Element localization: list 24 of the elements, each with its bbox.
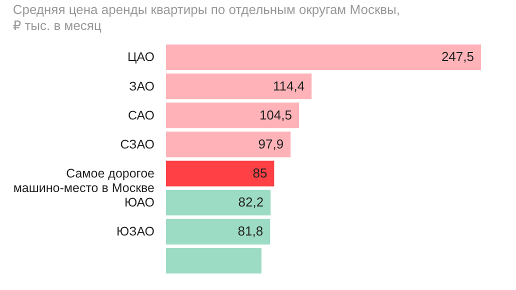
bar bbox=[166, 74, 312, 100]
y-tick-label: ЗАО bbox=[129, 79, 155, 94]
data-label: 82,2 bbox=[238, 194, 264, 210]
bar bbox=[166, 190, 271, 216]
data-label: 104,5 bbox=[259, 107, 292, 122]
data-label: 114,4 bbox=[273, 78, 305, 94]
y-tick-label: ЮЗАО bbox=[116, 224, 155, 239]
bar bbox=[166, 248, 262, 274]
y-tick-label: ЮАО bbox=[124, 196, 155, 210]
bar bbox=[166, 44, 481, 70]
y-tick-label: СЗАО bbox=[120, 137, 155, 152]
bar bbox=[166, 218, 270, 244]
data-label: 85 bbox=[252, 166, 268, 181]
data-label: 247,5 bbox=[441, 49, 474, 64]
data-label: 81,8 bbox=[238, 224, 264, 239]
text: ₽ тыс. в месяц bbox=[12, 18, 102, 33]
bar bbox=[166, 102, 299, 128]
y-tick-label: САО bbox=[128, 108, 155, 122]
y-tick-label: Самое дорогое машино-место в Москве bbox=[13, 166, 155, 196]
y-tick-label: ЦАО bbox=[127, 50, 155, 64]
bar bbox=[166, 160, 274, 186]
bar bbox=[166, 132, 291, 158]
chart-title: Средняя цена аренды квартиры по отдельным округам Москвы, bbox=[12, 2, 400, 17]
data-label: 97,9 bbox=[258, 136, 284, 152]
